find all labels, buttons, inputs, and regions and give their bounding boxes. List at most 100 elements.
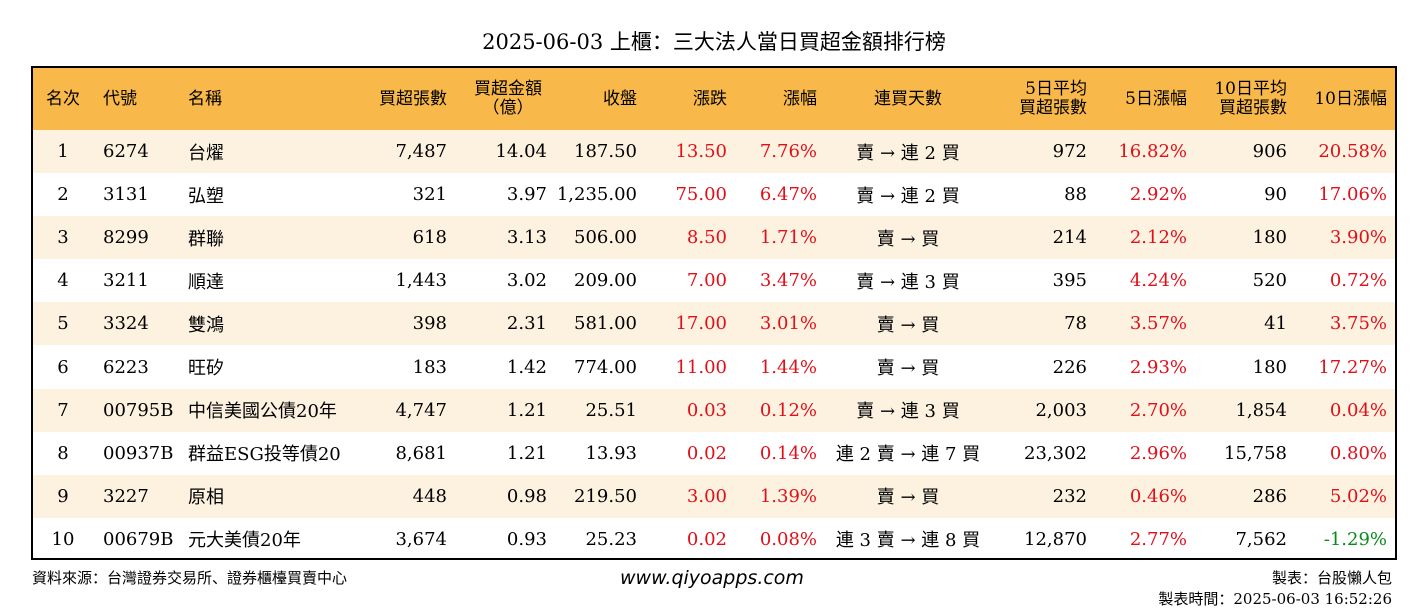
cell-net-lots: 618 [412, 227, 447, 249]
cell-close: 506.00 [574, 227, 637, 249]
made-time-note: 製表時間：2025-06-03 16:52:26 [1158, 590, 1392, 608]
cell-streak: 賣 → 買 [876, 358, 940, 380]
cell-change-pct: 3.01% [759, 313, 817, 335]
cell-pct10: 3.90% [1329, 227, 1387, 249]
cell-code: 3131 [103, 184, 149, 206]
cell-change-pct: 6.47% [759, 184, 817, 206]
cell-change-pct: 3.47% [759, 270, 817, 292]
table-row: 7 00795B 中信美國公債20年 4,747 1.21 25.51 0.03 0.12% 賣… [33, 388, 1395, 432]
cell-pct10: 0.04% [1329, 399, 1387, 421]
cell-avg10: 90 [1264, 184, 1287, 206]
cell-avg10: 906 [1252, 141, 1287, 163]
cell-change-pct: 1.39% [759, 485, 817, 507]
header-net-amount: 買超金額 （億） [458, 68, 558, 130]
cell-pct5: 2.96% [1129, 442, 1187, 464]
cell-pct10: 0.80% [1329, 442, 1387, 464]
cell-avg5: 78 [1064, 313, 1087, 335]
cell-avg5: 232 [1052, 485, 1087, 507]
cell-code: 00937B [103, 442, 174, 464]
cell-net-amount: 1.21 [506, 399, 547, 421]
cell-avg10: 520 [1252, 270, 1287, 292]
header-pct10: 10日漲幅 [1314, 88, 1387, 109]
header-avg10: 10日平均 買超張數 [1193, 68, 1287, 130]
cell-net-amount: 3.13 [506, 227, 547, 249]
cell-close: 25.23 [585, 528, 637, 550]
cell-net-amount: 3.97 [506, 184, 547, 206]
cell-rank: 9 [57, 485, 69, 507]
header-avg10-line1: 10日平均 [1214, 79, 1287, 99]
cell-net-lots: 448 [412, 485, 447, 507]
header-net-lots: 買超張數 [379, 88, 447, 109]
cell-rank: 5 [57, 313, 69, 335]
cell-avg5: 88 [1064, 184, 1087, 206]
cell-name: 中信美國公債20年 [188, 401, 337, 423]
cell-name: 弘塑 [188, 185, 224, 207]
website-text: www.qiyoapps.com [620, 567, 804, 589]
cell-pct5: 2.70% [1129, 399, 1187, 421]
cell-change-pct: 0.14% [759, 442, 817, 464]
cell-change-pct: 0.08% [759, 528, 817, 550]
cell-avg10: 1,854 [1235, 399, 1287, 421]
cell-pct10: 17.06% [1318, 184, 1387, 206]
cell-change: 0.02 [686, 528, 727, 550]
cell-change-pct: 1.71% [759, 227, 817, 249]
cell-name: 群益ESG投等債20 [188, 444, 341, 466]
ranking-table: 名次 代號 名稱 買超張數 買超金額 （億） 收盤 漲跌 漲幅 連買天數 5日平… [31, 66, 1397, 560]
header-streak: 連買天數 [874, 88, 942, 109]
cell-net-amount: 3.02 [506, 270, 547, 292]
cell-net-lots: 3,674 [395, 528, 447, 550]
cell-avg5: 214 [1052, 227, 1087, 249]
cell-code: 3324 [103, 313, 149, 335]
cell-streak: 賣 → 買 [876, 314, 940, 336]
cell-streak: 賣 → 連 3 買 [856, 271, 960, 293]
cell-rank: 3 [57, 227, 69, 249]
cell-change: 0.02 [686, 442, 727, 464]
cell-streak: 賣 → 連 3 買 [856, 401, 960, 423]
cell-avg5: 395 [1052, 270, 1087, 292]
cell-close: 1,235.00 [556, 184, 637, 206]
cell-close: 187.50 [574, 141, 637, 163]
cell-rank: 6 [57, 356, 69, 378]
cell-net-lots: 7,487 [395, 141, 447, 163]
cell-rank: 8 [57, 442, 69, 464]
table-row: 10 00679B 元大美債20年 3,674 0.93 25.23 0.02 0.08% 連 … [33, 518, 1395, 561]
cell-change: 13.50 [675, 141, 727, 163]
cell-change: 8.50 [686, 227, 727, 249]
cell-pct5: 4.24% [1129, 270, 1187, 292]
maker-note: 製表：台股懶人包 [1271, 569, 1392, 587]
cell-pct10: 0.72% [1329, 270, 1387, 292]
cell-streak: 賣 → 買 [876, 228, 940, 250]
cell-change: 3.00 [686, 485, 727, 507]
cell-pct10: 17.27% [1318, 356, 1387, 378]
cell-avg10: 15,758 [1224, 442, 1287, 464]
cell-name: 台燿 [188, 142, 224, 164]
cell-avg10: 180 [1252, 227, 1287, 249]
table-row: 6 6223 旺矽 183 1.42 774.00 11.00 1.44% 賣 → 買 226 2.… [33, 346, 1395, 389]
header-close: 收盤 [603, 88, 637, 109]
cell-net-amount: 0.98 [506, 485, 547, 507]
cell-avg10: 286 [1252, 485, 1287, 507]
cell-avg10: 41 [1264, 313, 1287, 335]
cell-avg5: 2,003 [1035, 399, 1087, 421]
cell-streak: 連 3 賣 → 連 8 買 [835, 530, 981, 552]
cell-streak: 賣 → 連 2 買 [856, 185, 960, 207]
cell-avg5: 972 [1052, 141, 1087, 163]
cell-avg5: 23,302 [1024, 442, 1087, 464]
cell-code: 6223 [103, 356, 149, 378]
cell-change-pct: 1.44% [759, 356, 817, 378]
cell-net-amount: 1.21 [506, 442, 547, 464]
cell-change: 0.03 [686, 399, 727, 421]
cell-pct5: 2.92% [1129, 184, 1187, 206]
cell-name: 雙鴻 [188, 314, 224, 336]
cell-rank: 10 [51, 528, 75, 550]
source-note: 資料來源：台灣證券交易所、證券櫃檯買賣中心 [32, 569, 348, 587]
header-name: 名稱 [188, 88, 222, 109]
cell-net-lots: 321 [412, 184, 447, 206]
cell-change-pct: 0.12% [759, 399, 817, 421]
cell-close: 209.00 [574, 270, 637, 292]
cell-net-lots: 183 [412, 356, 447, 378]
cell-pct10: 5.02% [1329, 485, 1387, 507]
table-row: 4 3211 順達 1,443 3.02 209.00 7.00 3.47% 賣 → 連 3 買… [33, 259, 1395, 302]
cell-change: 75.00 [675, 184, 727, 206]
cell-streak: 賣 → 買 [876, 487, 940, 509]
